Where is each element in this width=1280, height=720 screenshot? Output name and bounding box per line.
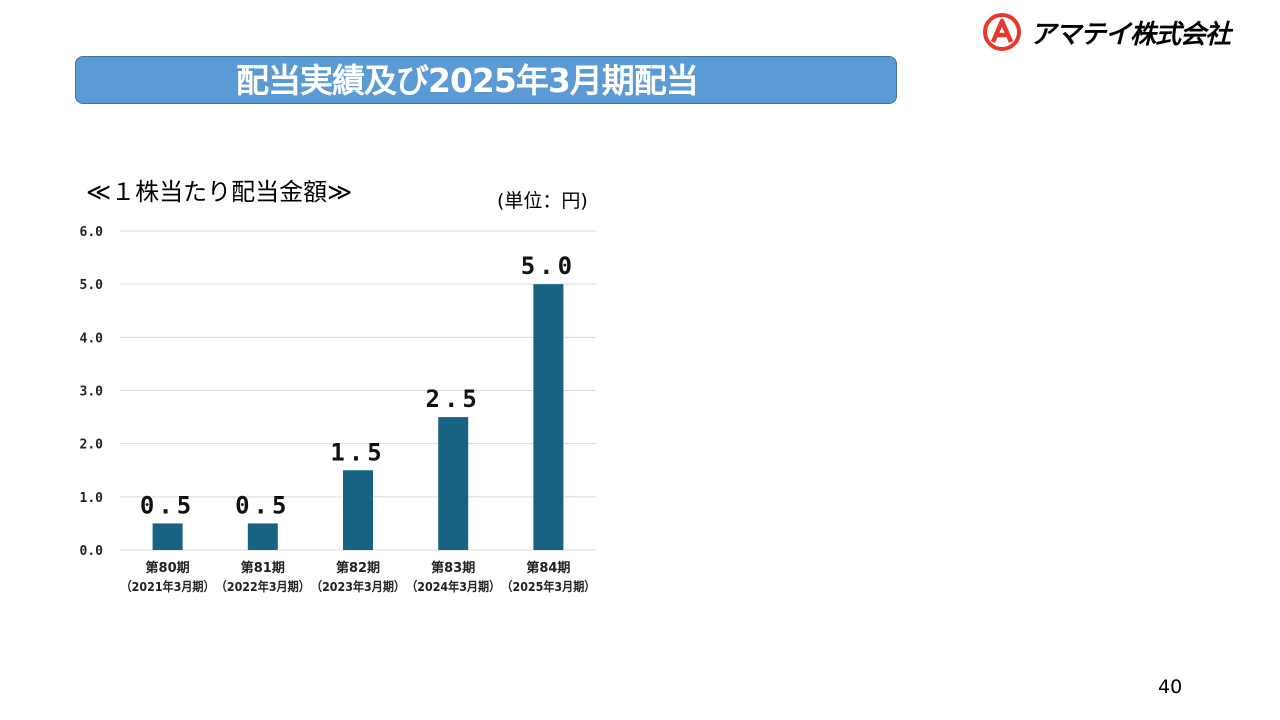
y-tick-label: 6.0 [80,225,104,240]
data-label: 5.0 [521,252,576,280]
y-tick-label: 2.0 [80,438,104,453]
y-tick-label: 1.0 [80,491,104,506]
data-label: 0.5 [235,491,290,519]
x-tick-label-fiscal-year: （2025年3月期） [501,579,595,594]
bars [152,284,564,550]
x-tick-label-period: 第84期 [526,560,570,576]
slide-title: 配当実績及び2025年3月期配当 [236,61,699,100]
data-label: 1.5 [330,438,385,466]
data-labels: 0.5 0.5 1.5 2.5 5.0 [140,252,576,519]
x-tick-label-fiscal-year: （2024年3月期） [406,579,500,594]
bar [438,417,469,550]
x-tick-label-period: 第81期 [241,560,285,576]
company-name: アマテイ株式会社 [1030,19,1231,50]
x-axis-labels: 第80期 （2021年3月期） 第81期 （2022年3月期） 第82期 （2023年3月… [121,560,596,594]
y-tick-label: 4.0 [80,331,104,346]
title-banner: 配当実績及び2025年3月期配当 [75,56,897,104]
x-tick-label-fiscal-year: （2021年3月期） [121,579,215,594]
y-tick-label: 5.0 [80,278,104,293]
y-tick-label: 0.0 [80,544,104,559]
bar [247,523,278,550]
data-label: 0.5 [140,491,195,519]
data-label: 2.5 [426,385,481,413]
chart-title: ≪１株当たり配当金額≫ [86,178,353,206]
x-tick-label-period: 第83期 [431,560,475,576]
bar [343,470,373,550]
x-tick-label-period: 第82期 [336,560,380,576]
company-logo: アマテイ株式会社 [982,10,1257,54]
amatei-logo-icon [983,13,1021,51]
x-tick-label-period: 第80期 [146,560,190,576]
bar [533,284,564,550]
x-tick-label-fiscal-year: （2022年3月期） [216,579,310,594]
bar [152,523,183,550]
grid-lines [120,230,596,551]
y-axis-ticks: 0.0 1.0 2.0 3.0 4.0 5.0 6.0 [80,225,104,559]
unit-label: (単位：円) [497,190,588,212]
x-tick-label-fiscal-year: （2023年3月期） [311,579,405,594]
y-tick-label: 3.0 [80,385,104,400]
page-number: 40 [1158,676,1183,698]
